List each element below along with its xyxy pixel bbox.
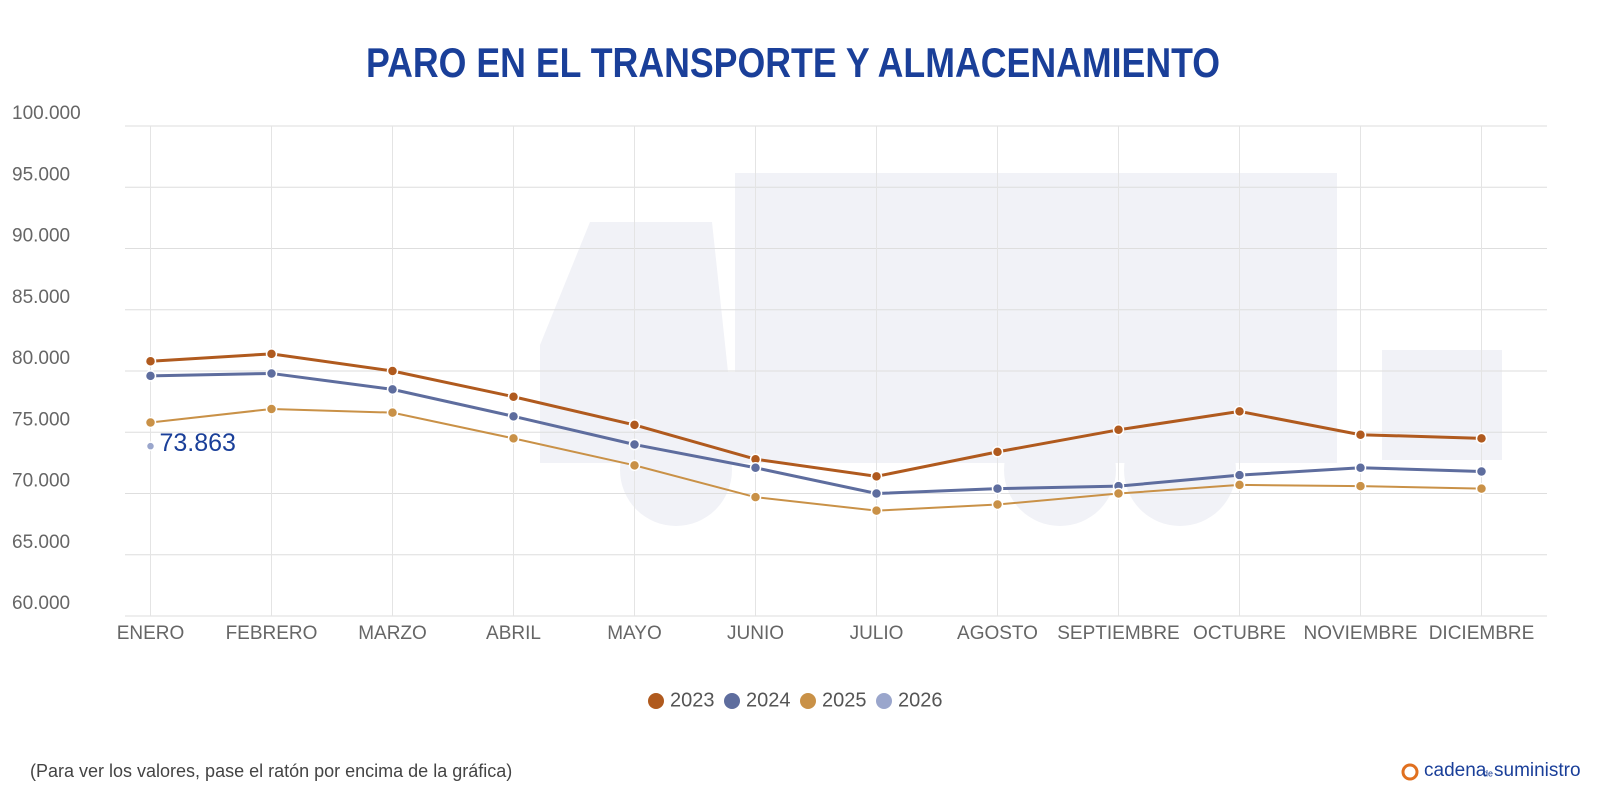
data-point bbox=[991, 446, 1004, 458]
series-line bbox=[150, 352, 1482, 478]
y-tick-label: 60.000 bbox=[12, 593, 70, 614]
legend-label: 2023 bbox=[670, 689, 715, 711]
data-point bbox=[1233, 405, 1246, 418]
chart-title: PARO EN EL TRANSPORTE Y ALMACENAMIENTO bbox=[366, 40, 1220, 86]
background-truck bbox=[540, 173, 1502, 526]
y-tick-label: 70.000 bbox=[12, 471, 70, 492]
brand-icon bbox=[1401, 763, 1419, 781]
x-tick-label: MAYO bbox=[607, 623, 662, 644]
y-tick-label: 85.000 bbox=[12, 287, 70, 308]
data-point bbox=[1112, 487, 1125, 500]
brand-name: suministro bbox=[1494, 760, 1581, 781]
data-point bbox=[265, 403, 278, 415]
y-tick-label: 80.000 bbox=[12, 348, 70, 369]
legend-marker bbox=[876, 693, 892, 709]
data-point bbox=[265, 367, 278, 380]
data-point bbox=[145, 441, 156, 451]
data-point bbox=[870, 487, 883, 500]
data-point bbox=[1475, 432, 1488, 445]
data-point bbox=[144, 355, 157, 367]
data-point bbox=[507, 410, 520, 423]
x-tick-label: SEPTIEMBRE bbox=[1057, 623, 1179, 644]
data-point bbox=[1354, 480, 1367, 492]
data-point bbox=[1233, 479, 1246, 491]
brand-name: de bbox=[1483, 768, 1493, 778]
y-tick-label: 95.000 bbox=[12, 164, 70, 185]
data-point bbox=[1354, 462, 1367, 474]
x-tick-label: FEBRERO bbox=[226, 623, 318, 644]
x-tick-label: OCTUBRE bbox=[1193, 623, 1286, 644]
y-tick-label: 90.000 bbox=[12, 226, 70, 247]
data-point bbox=[1233, 469, 1246, 481]
brand: cadena de suministro bbox=[1401, 760, 1581, 781]
data-point bbox=[507, 390, 520, 403]
data-point bbox=[1475, 482, 1488, 495]
data-point bbox=[265, 348, 278, 360]
data-point bbox=[628, 459, 641, 472]
data-point bbox=[386, 383, 399, 396]
legend-label: 2025 bbox=[822, 689, 867, 711]
x-tick-label: JULIO bbox=[850, 623, 904, 644]
data-point bbox=[1112, 424, 1125, 436]
legend-marker bbox=[648, 693, 664, 709]
x-tick-label: JUNIO bbox=[727, 623, 784, 644]
legend-marker bbox=[800, 693, 816, 709]
legend-marker bbox=[724, 693, 740, 709]
data-point bbox=[386, 406, 399, 419]
y-tick-label: 100.000 bbox=[12, 103, 81, 124]
data-point bbox=[144, 416, 157, 429]
data-point bbox=[991, 498, 1004, 511]
plot-area: 60.000 65.000 70.000 75.000 80.000 85.000 90.0… bbox=[12, 103, 1547, 644]
x-tick-label: AGOSTO bbox=[957, 623, 1038, 644]
x-tick-label: DICIEMBRE bbox=[1429, 623, 1535, 644]
data-point bbox=[144, 370, 157, 382]
legend-label: 2026 bbox=[898, 689, 943, 711]
data-point bbox=[1354, 428, 1367, 441]
series-line bbox=[150, 371, 1482, 496]
data-point bbox=[870, 470, 883, 483]
data-point bbox=[507, 432, 520, 445]
y-tick-label: 75.000 bbox=[12, 409, 70, 430]
data-point bbox=[628, 419, 641, 431]
data-point bbox=[749, 462, 762, 474]
x-tick-label: NOVIEMBRE bbox=[1303, 623, 1417, 644]
x-tick-label: ENERO bbox=[117, 623, 185, 644]
data-point bbox=[628, 438, 641, 451]
data-point bbox=[870, 504, 883, 517]
x-tick-label: ABRIL bbox=[486, 623, 541, 644]
data-point bbox=[749, 491, 762, 503]
legend-label: 2024 bbox=[746, 689, 791, 711]
x-tick-label: MARZO bbox=[358, 623, 427, 644]
brand-name: cadena bbox=[1424, 760, 1487, 781]
legend: 2023 2024 2025 2026 bbox=[648, 689, 943, 711]
data-point bbox=[991, 482, 1004, 495]
data-point bbox=[386, 365, 399, 377]
y-tick-label: 65.000 bbox=[12, 532, 70, 553]
data-point bbox=[1475, 465, 1488, 478]
data-label: 73.863 bbox=[160, 429, 236, 457]
footnote: (Para ver los valores, pase el ratón por… bbox=[30, 761, 512, 781]
series-line bbox=[150, 407, 1482, 512]
